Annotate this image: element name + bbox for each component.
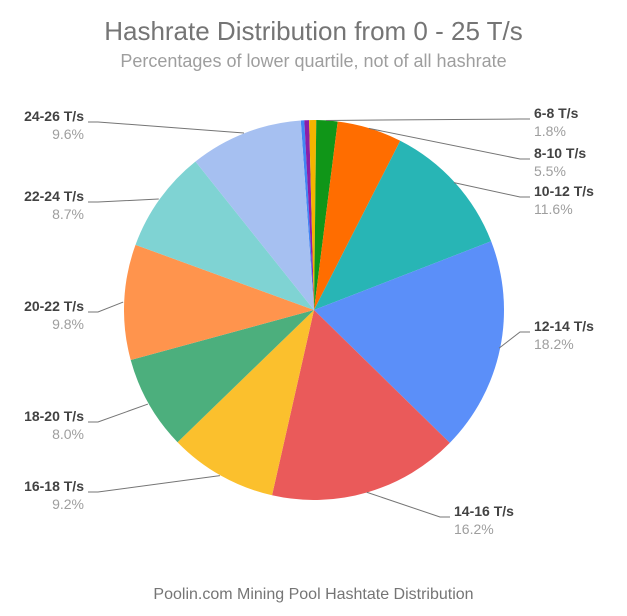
slice-label: 18-20 T/s8.0% <box>24 408 84 443</box>
slice-label-pct: 9.2% <box>24 496 84 514</box>
slice-label-name: 20-22 T/s <box>24 298 84 316</box>
slice-label-name: 22-24 T/s <box>24 188 84 206</box>
slice-label: 6-8 T/s1.8% <box>534 105 578 140</box>
slice-label-pct: 1.8% <box>534 123 578 141</box>
slice-label: 8-10 T/s5.5% <box>534 145 586 180</box>
leader-line <box>88 122 244 133</box>
slice-label-pct: 8.0% <box>24 426 84 444</box>
leader-line <box>88 476 220 492</box>
slice-label: 22-24 T/s8.7% <box>24 188 84 223</box>
slice-label-name: 24-26 T/s <box>24 108 84 126</box>
slice-label-name: 10-12 T/s <box>534 183 594 201</box>
slice-label-pct: 9.6% <box>24 126 84 144</box>
leader-line <box>88 404 148 422</box>
slice-label: 24-26 T/s9.6% <box>24 108 84 143</box>
slice-label: 16-18 T/s9.2% <box>24 478 84 513</box>
slice-label: 14-16 T/s16.2% <box>454 503 514 538</box>
slice-label-name: 16-18 T/s <box>24 478 84 496</box>
leader-line <box>367 492 450 517</box>
slice-label-pct: 8.7% <box>24 206 84 224</box>
leader-line <box>369 128 530 159</box>
slice-label: 12-14 T/s18.2% <box>534 318 594 353</box>
slice-label-name: 14-16 T/s <box>454 503 514 521</box>
slice-label-pct: 11.6% <box>534 201 594 219</box>
leader-line <box>326 119 530 120</box>
slice-label-pct: 9.8% <box>24 316 84 334</box>
leader-line <box>499 332 530 348</box>
slice-label-pct: 5.5% <box>534 163 586 181</box>
slice-label-name: 18-20 T/s <box>24 408 84 426</box>
slice-label-name: 12-14 T/s <box>534 318 594 336</box>
slice-label-name: 8-10 T/s <box>534 145 586 163</box>
slice-label-pct: 16.2% <box>454 521 514 539</box>
chart-caption: Poolin.com Mining Pool Hashtate Distribu… <box>0 586 627 604</box>
leader-line <box>454 183 530 197</box>
leader-line <box>88 302 123 312</box>
slice-label: 20-22 T/s9.8% <box>24 298 84 333</box>
slice-label-name: 6-8 T/s <box>534 105 578 123</box>
slice-label-pct: 18.2% <box>534 336 594 354</box>
slice-label: 10-12 T/s11.6% <box>534 183 594 218</box>
leader-line <box>88 199 159 202</box>
leader-lines <box>0 0 627 616</box>
